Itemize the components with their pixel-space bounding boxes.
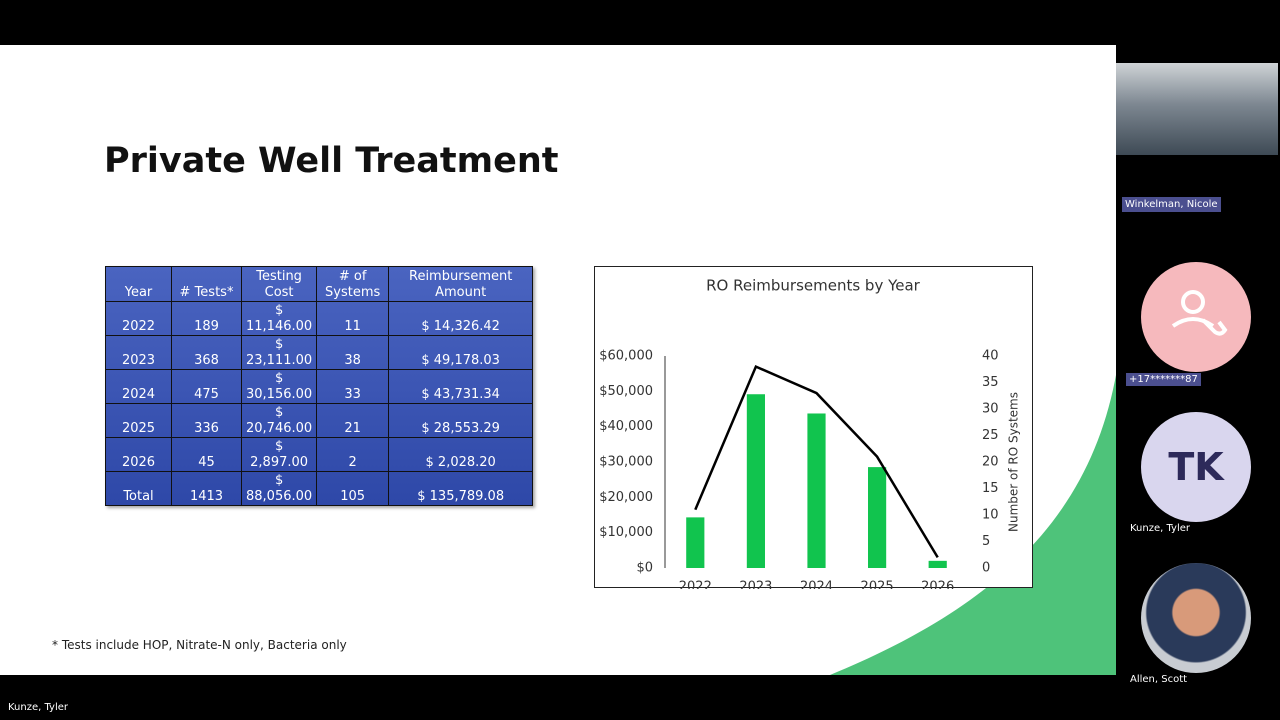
y-tick-label: $0 (636, 561, 653, 576)
cell: $ 43,731.34 (388, 369, 534, 404)
slide: Private Well Treatment Year # Tests* Testi… (0, 45, 1116, 675)
table-row: 2026 45 $ 2,897.00 2 $ 2,028.20 (105, 437, 534, 472)
y2-tick-label: 10 (982, 508, 999, 523)
bar (928, 560, 947, 568)
y2-tick-label: 0 (982, 561, 990, 576)
header-cell: # of Systems (316, 266, 390, 302)
cell: $ 23,111.00 (240, 335, 318, 370)
y2-tick-label: 40 (982, 349, 999, 364)
video-thumbnail[interactable] (1116, 63, 1278, 155)
line (694, 364, 939, 559)
cell: $ 11,146.00 (240, 301, 318, 336)
y2-axis-title: Number of RO Systems (1007, 392, 1021, 532)
y-tick-label: $50,000 (599, 384, 653, 399)
cell: $ 30,156.00 (240, 369, 318, 404)
table-row: 2025 336 $ 20,746.00 21 $ 28,553.29 (105, 403, 534, 438)
y2-tick-label: 20 (982, 455, 999, 470)
y-tick-label: $30,000 (599, 455, 653, 470)
y2-tick-label: 5 (982, 534, 990, 549)
y-tick-label: $10,000 (599, 525, 653, 540)
cell: 105 (316, 471, 390, 506)
cell: 1413 (171, 471, 242, 506)
chart: RO Reimbursements by Year $0 $10,000 $20,0… (594, 266, 1033, 590)
participant-label: Winkelman, Nicole (1122, 197, 1221, 212)
cell: 2023 (105, 335, 172, 370)
avatar-photo[interactable] (1141, 563, 1251, 673)
table-row: 2023 368 $ 23,111.00 38 $ 49,178.03 (105, 335, 534, 370)
x-tick-label: 2024 (800, 580, 833, 590)
cell: Total (105, 471, 172, 506)
bar (686, 517, 705, 568)
x-tick-label: 2022 (679, 580, 712, 590)
y2-tick-label: 25 (982, 428, 999, 443)
cell: 2 (316, 437, 390, 472)
cell: 2026 (105, 437, 172, 472)
table-row: 2024 475 $ 30,156.00 33 $ 43,731.34 (105, 369, 534, 404)
table-row: 2022 189 $ 11,146.00 11 $ 14,326.42 (105, 301, 534, 336)
table-body: 2022 189 $ 11,146.00 11 $ 14,326.42 2023 368 $ … (105, 301, 534, 506)
active-speaker: Kunze, Tyler (8, 702, 69, 713)
bar (807, 413, 826, 568)
chart-title: RO Reimbursements by Year (706, 277, 921, 295)
y-tick-label: $60,000 (599, 349, 653, 364)
cell: $ 49,178.03 (388, 335, 534, 370)
header-cell: Year (105, 266, 172, 302)
header-cell: Testing Cost (240, 266, 318, 302)
cell: 475 (171, 369, 242, 404)
header-cell: # Tests* (171, 266, 242, 302)
cell: 2022 (105, 301, 172, 336)
y-tick-label: $40,000 (599, 419, 653, 434)
cell: 38 (316, 335, 390, 370)
cell: 33 (316, 369, 390, 404)
cell: $ 2,028.20 (388, 437, 534, 472)
data-table: Year # Tests* Testing Cost # of Systems Reim… (105, 266, 534, 506)
y2-tick-label: 35 (982, 375, 999, 390)
cell: 189 (171, 301, 242, 336)
cell: $ 14,326.42 (388, 301, 534, 336)
table-header: Year # Tests* Testing Cost # of Systems Reim… (105, 266, 534, 302)
y2-tick-label: 30 (982, 402, 999, 417)
cell: 11 (316, 301, 390, 336)
phone-user-icon (1171, 290, 1228, 336)
green-swoosh (830, 375, 1116, 675)
table-row: Total 1413 $ 88,056.00 105 $ 135,789.08 (105, 471, 534, 506)
x-tick-label: 2025 (861, 580, 894, 590)
cell: 45 (171, 437, 242, 472)
y-tick-label: $20,000 (599, 490, 653, 505)
cell: $ 28,553.29 (388, 403, 534, 438)
avatar[interactable] (1141, 262, 1251, 372)
participant-label: Kunze, Tyler (1130, 523, 1191, 534)
footnote: * Tests include HOP, Nitrate-N only, Bac… (52, 638, 347, 652)
cell: 21 (316, 403, 390, 438)
cell: 2024 (105, 369, 172, 404)
cell: 2025 (105, 403, 172, 438)
cell: $ 20,746.00 (240, 403, 318, 438)
bar (868, 467, 887, 568)
x-tick-label: 2026 (921, 580, 954, 590)
avatar[interactable]: TK (1141, 412, 1251, 522)
slide-decoration (830, 375, 1116, 675)
participant-label: +17*******87 (1126, 373, 1201, 386)
slide-title: Private Well Treatment (104, 141, 559, 181)
header-cell: Reimbursement Amount (388, 266, 534, 302)
x-tick-label: 2023 (739, 580, 772, 590)
cell: $ 135,789.08 (388, 471, 534, 506)
bar (746, 394, 765, 568)
cell: $ 88,056.00 (240, 471, 318, 506)
cell: $ 2,897.00 (240, 437, 318, 472)
cell: 368 (171, 335, 242, 370)
cell: 336 (171, 403, 242, 438)
y2-tick-label: 15 (982, 481, 999, 496)
participant-label: Allen, Scott (1130, 674, 1188, 685)
